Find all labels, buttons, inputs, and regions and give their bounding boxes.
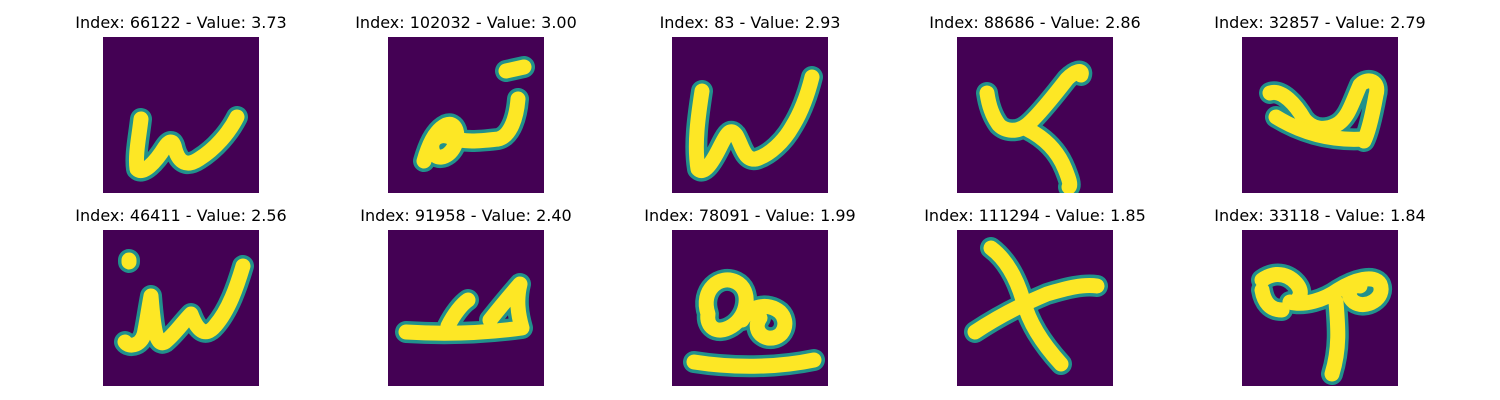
glyph-swirl-loop: [1242, 230, 1398, 386]
glyph-stroke: [1268, 109, 1372, 147]
glyph-stroke: [734, 298, 793, 346]
glyph-stroke: [967, 278, 1105, 340]
glyph-w-upright: [103, 37, 259, 193]
glyph-image: [672, 230, 828, 386]
panel-title: Index: 66122 - Value: 3.73: [75, 13, 287, 32]
glyph-stroke: [129, 109, 245, 178]
glyph-stroke: [1262, 73, 1385, 149]
glyph-stroke: [440, 292, 476, 334]
panel-title: Index: 32857 - Value: 2.79: [1214, 13, 1426, 32]
panel-title: Index: 91958 - Value: 2.40: [360, 206, 572, 225]
panel-title: Index: 83 - Value: 2.93: [659, 13, 841, 32]
glyph-blob: [1242, 37, 1398, 193]
glyph-k-curve: [957, 37, 1113, 193]
glyph-image: [672, 37, 828, 193]
glyph-flat-stroke: [388, 230, 544, 386]
panel-title: Index: 46411 - Value: 2.56: [75, 206, 287, 225]
panel-title: Index: 33118 - Value: 1.84: [1214, 206, 1426, 225]
glyph-stroke: [498, 59, 532, 79]
glyph-image: [103, 37, 259, 193]
glyph-x-cross: [957, 230, 1113, 386]
panel-title: Index: 102032 - Value: 3.00: [355, 13, 577, 32]
glyph-image: [957, 37, 1113, 193]
glyph-stroke: [117, 258, 251, 353]
glyph-loop-hook: [388, 37, 544, 193]
glyph-image: [388, 37, 544, 193]
glyph-stroke: [416, 91, 526, 169]
glyph-stroke: [1019, 121, 1078, 193]
glyph-double-loop: [672, 230, 828, 386]
panel-title: Index: 111294 - Value: 1.85: [924, 206, 1146, 225]
glyph-stroke: [698, 272, 754, 338]
glyph-image: [1242, 230, 1398, 386]
glyph-stroke: [1254, 267, 1389, 313]
glyph-w-thin: [103, 230, 259, 386]
glyph-image: [1242, 37, 1398, 193]
glyph-stroke: [1324, 294, 1346, 382]
glyph-stroke: [686, 352, 822, 374]
glyph-image: [957, 230, 1113, 386]
panel-title: Index: 78091 - Value: 1.99: [644, 206, 856, 225]
glyph-image: [388, 230, 544, 386]
glyph-stroke: [1254, 282, 1290, 318]
glyph-w-bold: [672, 37, 828, 193]
glyph-stroke: [688, 69, 820, 178]
glyph-image: [103, 230, 259, 386]
panel-title: Index: 88686 - Value: 2.86: [929, 13, 1141, 32]
